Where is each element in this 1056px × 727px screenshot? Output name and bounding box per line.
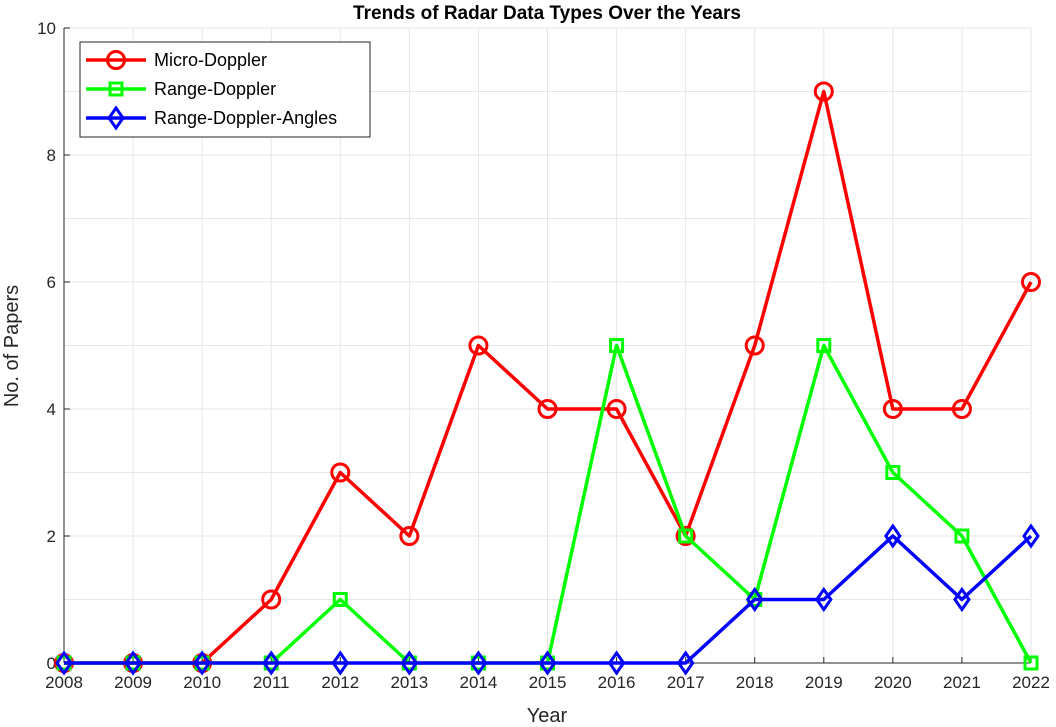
y-tick-label: 4 bbox=[47, 400, 56, 419]
data-point bbox=[885, 465, 901, 480]
data-point bbox=[261, 589, 282, 610]
x-tick-label: 2017 bbox=[667, 673, 705, 692]
y-tick-label: 10 bbox=[37, 19, 56, 38]
data-point bbox=[609, 338, 625, 353]
x-tick-label: 2015 bbox=[529, 673, 567, 692]
legend: Micro-Doppler Range-Doppler Range-Doppler-… bbox=[79, 41, 371, 138]
legend-label: Range-Doppler-Angles bbox=[154, 108, 337, 128]
data-point bbox=[814, 586, 833, 613]
series-line bbox=[64, 534, 1033, 665]
x-tick-label: 2009 bbox=[114, 673, 152, 692]
x-tick-label: 2014 bbox=[460, 673, 498, 692]
data-point bbox=[678, 528, 694, 544]
x-tick-label: 2008 bbox=[45, 673, 83, 692]
data-point bbox=[813, 81, 834, 102]
legend-marker bbox=[107, 105, 125, 131]
y-tick-label: 6 bbox=[47, 273, 56, 292]
data-point bbox=[816, 338, 832, 353]
y-tick-label: 0 bbox=[47, 654, 56, 673]
data-point bbox=[332, 592, 348, 607]
data-point bbox=[745, 586, 764, 613]
legend-label: Micro-Doppler bbox=[154, 50, 267, 70]
data-point bbox=[469, 650, 488, 676]
x-tick-label: 2018 bbox=[736, 673, 774, 692]
y-tick-labels: 0 2 4 6 8 10 bbox=[37, 19, 56, 673]
data-point bbox=[537, 399, 558, 419]
data-point bbox=[331, 650, 350, 676]
data-point bbox=[884, 523, 902, 549]
x-tick-label: 2016 bbox=[598, 673, 636, 692]
data-point bbox=[262, 650, 281, 676]
data-point bbox=[744, 335, 765, 356]
legend-marker bbox=[106, 50, 126, 70]
x-tick-label: 2022 bbox=[1012, 673, 1050, 692]
data-point bbox=[468, 335, 489, 356]
data-point bbox=[538, 650, 557, 676]
x-tick-label: 2020 bbox=[874, 673, 912, 692]
x-axis-label: Year bbox=[527, 705, 568, 727]
series-group bbox=[54, 81, 1041, 676]
x-tick-label: 2012 bbox=[321, 673, 359, 692]
x-tick-label: 2013 bbox=[390, 673, 428, 692]
x-tick-label: 2019 bbox=[805, 673, 843, 692]
data-point bbox=[951, 399, 972, 419]
data-point bbox=[953, 586, 971, 613]
data-point bbox=[1022, 523, 1040, 549]
data-point bbox=[882, 399, 903, 419]
data-point bbox=[399, 526, 420, 546]
y-tick-label: 2 bbox=[47, 527, 56, 546]
legend-label: Range-Doppler bbox=[154, 79, 276, 99]
data-point bbox=[954, 528, 970, 544]
data-point bbox=[330, 462, 351, 483]
data-point bbox=[55, 650, 73, 676]
data-point bbox=[606, 399, 627, 419]
y-axis-label: No. of Papers bbox=[1, 285, 23, 407]
x-tick-label: 2021 bbox=[943, 673, 981, 692]
chart-title: Trends of Radar Data Types Over the Year… bbox=[353, 3, 741, 24]
data-point bbox=[607, 650, 626, 676]
data-point bbox=[1023, 655, 1039, 671]
data-point bbox=[193, 650, 211, 676]
x-tick-labels: 2008 2009 2010 2011 2012 2013 2014 2015 2016 2017… bbox=[45, 673, 1050, 692]
x-tick-label: 2010 bbox=[183, 673, 221, 692]
series-range-doppler-angles bbox=[55, 523, 1040, 676]
series-line bbox=[64, 89, 1033, 665]
data-point bbox=[675, 526, 696, 546]
y-tick-label: 8 bbox=[47, 146, 56, 165]
data-point bbox=[124, 650, 142, 676]
legend-marker bbox=[108, 81, 124, 97]
x-tick-label: 2011 bbox=[253, 673, 290, 692]
data-point bbox=[1021, 272, 1041, 292]
data-point bbox=[676, 650, 695, 676]
data-point bbox=[400, 650, 419, 676]
